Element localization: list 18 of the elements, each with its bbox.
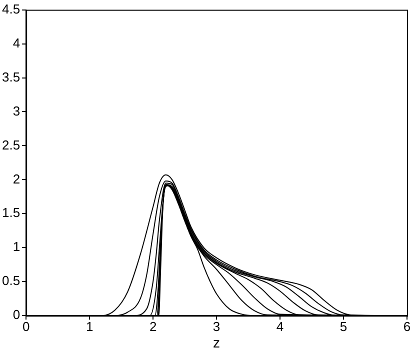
x-tick-label: 1 [86,318,94,334]
y-tick-label: 2 [12,171,20,186]
x-tick-label: 4 [276,318,284,334]
y-tick-label: 4.5 [2,1,20,16]
x-tick-label: 2 [149,318,157,334]
x-tick-label: 0 [22,318,30,334]
x-tick-label: 5 [340,318,348,334]
y-tick-label: 0 [12,307,20,322]
y-tick-label: 0.5 [2,273,20,288]
y-tick-label: 3.5 [2,69,20,84]
x-axis-title: z [213,334,220,350]
y-tick-label: 1 [12,239,20,254]
x-tick-label: 6 [403,318,411,334]
y-tick-label: 4 [12,35,20,50]
y-tick-label: 1.5 [2,205,20,220]
y-tick-label: 3 [12,103,20,118]
x-tick-label: 3 [212,318,220,334]
y-tick-label: 2.5 [2,137,20,152]
